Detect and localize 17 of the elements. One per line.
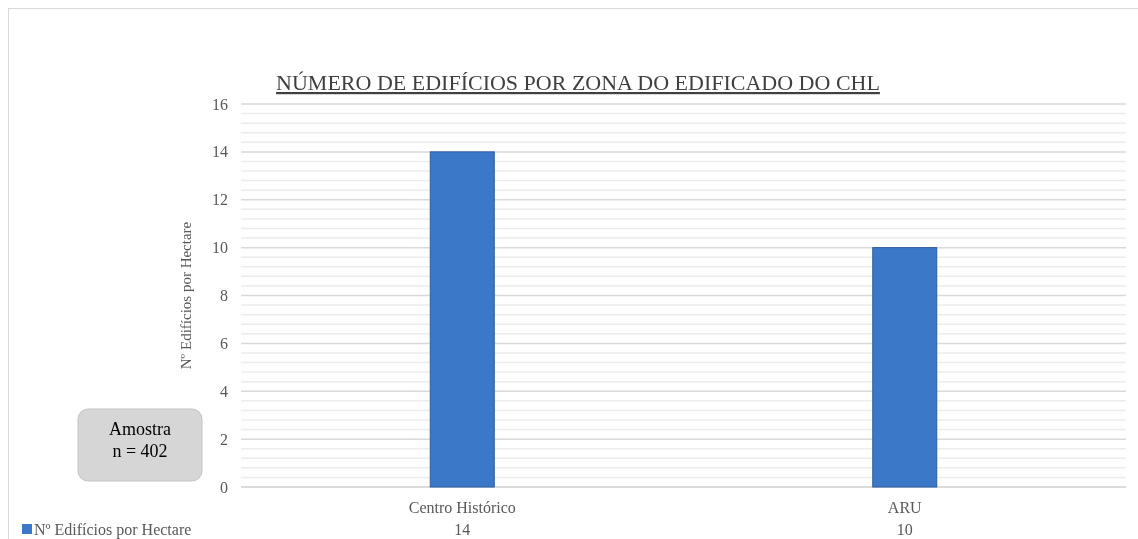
data-label: 14 — [454, 520, 471, 538]
x-tick-label: Centro Histórico — [408, 498, 516, 516]
y-tick-label: 10 — [212, 239, 228, 257]
y-axis-title: Nº Edifícios por Hectare — [178, 221, 194, 370]
y-tick-label: 12 — [212, 191, 228, 209]
y-tick-label: 8 — [220, 287, 228, 305]
y-tick-label: 0 — [220, 478, 228, 496]
x-tick-label: ARU — [887, 498, 923, 516]
text: Amostra n = 402 — [109, 419, 171, 461]
y-tick-label: 14 — [212, 143, 228, 161]
legend-label: Nº Edifícios por Hectare — [34, 520, 192, 539]
y-tick-label: 2 — [220, 430, 228, 448]
y-tick-label: 4 — [220, 382, 228, 400]
y-tick-label: 6 — [220, 334, 228, 352]
y-tick-label: 16 — [212, 95, 228, 113]
data-label: 10 — [896, 520, 913, 538]
chart-title: NÚMERO DE EDIFÍCIOS POR ZONA DO EDIFICADO DO CHL — [276, 70, 880, 95]
